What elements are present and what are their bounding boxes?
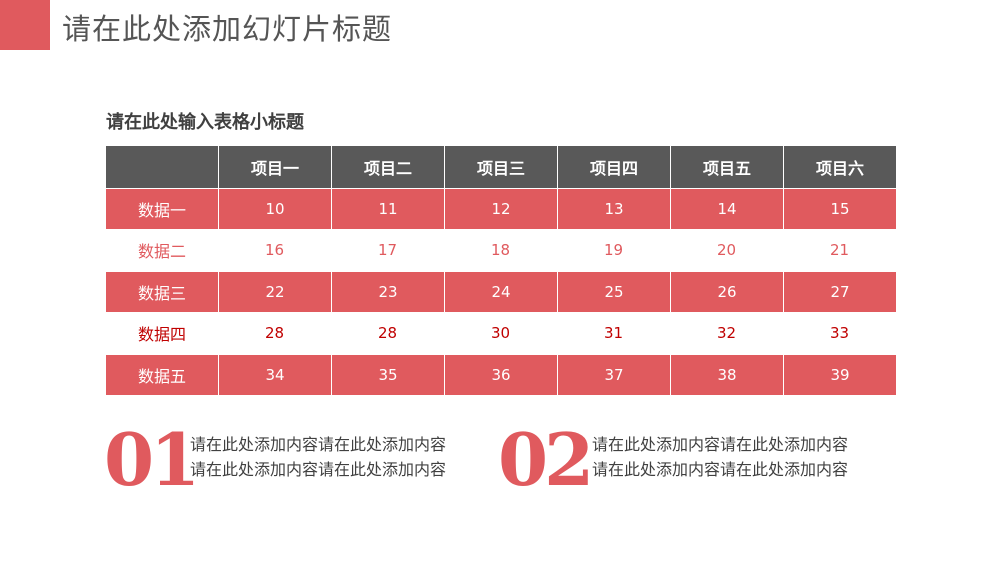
column-header: 项目三 bbox=[444, 146, 557, 188]
table-cell: 28 bbox=[218, 312, 331, 354]
data-table: 项目一 项目二 项目三 项目四 项目五 项目六 数据一 10 11 12 13 … bbox=[106, 146, 896, 395]
table-cell: 37 bbox=[557, 353, 670, 395]
table-cell: 27 bbox=[783, 270, 896, 312]
table-row: 数据四 28 28 30 31 32 33 bbox=[106, 312, 896, 354]
row-label: 数据一 bbox=[106, 187, 218, 229]
table-cell: 31 bbox=[557, 312, 670, 354]
column-header: 项目六 bbox=[783, 146, 896, 188]
table-cell: 11 bbox=[331, 187, 444, 229]
row-label: 数据二 bbox=[106, 229, 218, 271]
table-cell: 26 bbox=[670, 270, 783, 312]
table-cell: 32 bbox=[670, 312, 783, 354]
table-cell: 28 bbox=[331, 312, 444, 354]
table-cell: 22 bbox=[218, 270, 331, 312]
block-number-02: 02 bbox=[498, 417, 594, 502]
table-row: 数据三 22 23 24 25 26 27 bbox=[106, 270, 896, 312]
table-cell: 18 bbox=[444, 229, 557, 271]
row-label: 数据三 bbox=[106, 270, 218, 312]
slide-title: 请在此处添加幻灯片标题 bbox=[62, 12, 393, 46]
block-text-line: 请在此处添加内容请在此处添加内容 bbox=[592, 435, 849, 454]
corner-accent-block bbox=[0, 0, 50, 50]
table-cell: 30 bbox=[444, 312, 557, 354]
table-cell: 33 bbox=[783, 312, 896, 354]
table-cell: 24 bbox=[444, 270, 557, 312]
block-text-line: 请在此处添加内容请在此处添加内容 bbox=[592, 460, 849, 479]
table-cell: 23 bbox=[331, 270, 444, 312]
table-cell: 14 bbox=[670, 187, 783, 229]
table-cell: 39 bbox=[783, 353, 896, 395]
header-corner-cell bbox=[106, 146, 218, 188]
table-cell: 17 bbox=[331, 229, 444, 271]
table-cell: 10 bbox=[218, 187, 331, 229]
column-header: 项目四 bbox=[557, 146, 670, 188]
block-number-01: 01 bbox=[104, 417, 200, 502]
table-row: 数据一 10 11 12 13 14 15 bbox=[106, 187, 896, 229]
column-header: 项目二 bbox=[331, 146, 444, 188]
table-cell: 15 bbox=[783, 187, 896, 229]
table-cell: 19 bbox=[557, 229, 670, 271]
table-cell: 38 bbox=[670, 353, 783, 395]
row-label: 数据五 bbox=[106, 353, 218, 395]
table-row: 数据二 16 17 18 19 20 21 bbox=[106, 229, 896, 271]
block-text-01: 请在此处添加内容请在此处添加内容 请在此处添加内容请在此处添加内容 bbox=[190, 432, 446, 482]
block-text-02: 请在此处添加内容请在此处添加内容 请在此处添加内容请在此处添加内容 bbox=[592, 432, 848, 482]
column-header: 项目五 bbox=[670, 146, 783, 188]
table-cell: 25 bbox=[557, 270, 670, 312]
table-subtitle: 请在此处输入表格小标题 bbox=[106, 112, 304, 133]
table-cell: 16 bbox=[218, 229, 331, 271]
table-cell: 34 bbox=[218, 353, 331, 395]
table-cell: 13 bbox=[557, 187, 670, 229]
row-label: 数据四 bbox=[106, 312, 218, 354]
table-cell: 12 bbox=[444, 187, 557, 229]
block-text-line: 请在此处添加内容请在此处添加内容 bbox=[190, 435, 447, 454]
table-row: 数据五 34 35 36 37 38 39 bbox=[106, 353, 896, 395]
table-cell: 36 bbox=[444, 353, 557, 395]
table-cell: 20 bbox=[670, 229, 783, 271]
block-text-line: 请在此处添加内容请在此处添加内容 bbox=[190, 460, 447, 479]
table-cell: 35 bbox=[331, 353, 444, 395]
column-header: 项目一 bbox=[218, 146, 331, 188]
table-cell: 21 bbox=[783, 229, 896, 271]
table-header-row: 项目一 项目二 项目三 项目四 项目五 项目六 bbox=[106, 146, 896, 188]
